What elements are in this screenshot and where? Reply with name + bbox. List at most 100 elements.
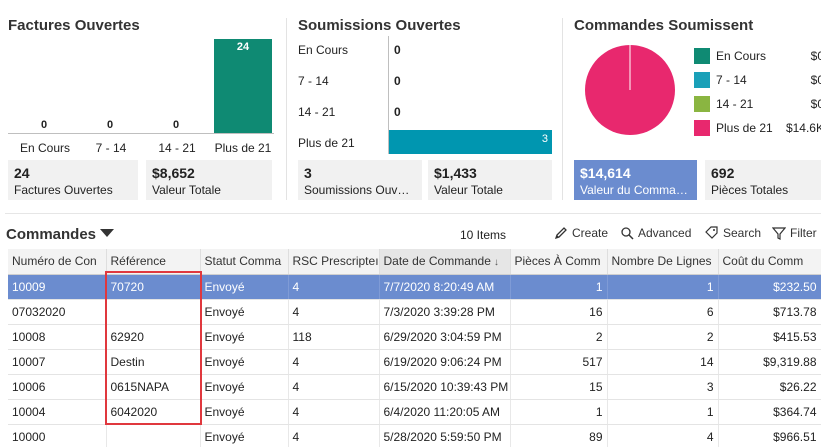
column-header-pieces[interactable]: Pièces À Comm [510, 249, 608, 275]
column-header-reference[interactable]: Référence [106, 249, 201, 275]
legend-swatch [694, 120, 710, 136]
table-cell: 6/29/2020 3:04:59 PM [379, 324, 511, 350]
pieces-total-tile[interactable]: 692 Pièces Totales [705, 160, 821, 200]
table-cell: 15 [510, 374, 608, 400]
table-cell: 1 [607, 274, 719, 300]
table-cell: 2 [510, 324, 608, 350]
table-cell: 70720 [106, 274, 201, 300]
legend-item[interactable]: 14 - 21 $0 [694, 96, 821, 112]
legend-label: 14 - 21 [716, 97, 754, 111]
table-cell: 6/19/2020 9:06:24 PM [379, 349, 511, 375]
factures-value-tile[interactable]: $8,652 Valeur Totale [146, 160, 272, 200]
legend-swatch [694, 72, 710, 88]
filter-icon [771, 227, 787, 240]
commandes-value-tile[interactable]: $14,614 Valeur du Commande [574, 160, 697, 200]
soumissions-axis-line [388, 36, 389, 154]
factures-bar-label: 0 [106, 119, 114, 131]
soumissions-bar[interactable]: 3 [388, 130, 552, 154]
table-cell: Envoyé [200, 374, 289, 400]
table-row[interactable]: 10000 Envoyé 4 5/28/2020 5:59:50 PM 89 4 $966.… [8, 424, 821, 447]
factures-category-label: En Cours [19, 141, 71, 155]
table-row[interactable]: 10009 70720 Envoyé 4 7/7/2020 8:20:49 AM 1 1 $2… [8, 274, 821, 300]
factures-category-label: 7 - 14 [95, 141, 127, 155]
create-button[interactable]: Create [554, 226, 608, 240]
search-button[interactable]: Search [705, 226, 761, 240]
soumissions-count-value: 3 [304, 165, 312, 181]
table-cell: 1 [510, 274, 608, 300]
table-cell: 2 [607, 324, 719, 350]
table-row[interactable]: 10006 0615NAPA Envoyé 4 6/15/2020 10:39:43 P… [8, 374, 821, 400]
filter-button[interactable]: Filter [771, 226, 817, 240]
section-divider [5, 213, 821, 214]
table-cell: $9,319.88 [718, 349, 821, 375]
factures-bar[interactable]: 24 [214, 39, 272, 133]
table-cell: $966.51 [718, 424, 821, 447]
tag-icon [705, 226, 718, 239]
pencil-icon [554, 227, 567, 240]
factures-count-label: Factures Ouvertes [14, 183, 113, 197]
commandes-dropdown[interactable]: Commandes [6, 226, 115, 243]
factures-title: Factures Ouvertes [8, 17, 140, 34]
commandes-pie-chart [585, 45, 675, 135]
column-header-statut[interactable]: Statut Comma [200, 249, 289, 275]
legend-item[interactable]: En Cours $0 [694, 48, 821, 64]
commandes-value-label: Valeur du Commande [580, 183, 691, 197]
soumissions-count-tile[interactable]: 3 Soumissions Ouvert... [298, 160, 422, 200]
table-cell: 07032020 [8, 299, 107, 325]
factures-category-label: Plus de 21 [214, 141, 272, 155]
advanced-label: Advanced [638, 226, 692, 240]
create-label: Create [572, 226, 609, 240]
soumissions-category-label: 7 - 14 [298, 74, 329, 88]
filter-label: Filter [790, 226, 817, 240]
table-cell: 6/15/2020 10:39:43 PM [379, 374, 511, 400]
legend-label: En Cours [716, 49, 767, 63]
soumissions-category-label: En Cours [298, 43, 349, 57]
column-header-numero[interactable]: Numéro de Con [8, 249, 107, 275]
table-cell: 0615NAPA [106, 374, 201, 400]
soumissions-value-value: $1,433 [434, 165, 477, 181]
table-row[interactable]: 07032020 Envoyé 4 7/3/2020 3:39:28 PM 16 6 $71… [8, 299, 821, 325]
table-cell: $26.22 [718, 374, 821, 400]
table-cell: $364.74 [718, 399, 821, 425]
factures-bar-label: 24 [236, 41, 250, 53]
soumissions-value-tile[interactable]: $1,433 Valeur Totale [428, 160, 552, 200]
table-cell: 4 [288, 299, 380, 325]
soumissions-title: Soumissions Ouvertes [298, 17, 461, 34]
items-count: 10 Items [460, 228, 507, 242]
table-row[interactable]: 10007 Destin Envoyé 4 6/19/2020 9:06:24 PM 51… [8, 349, 821, 375]
table-cell: 4 [288, 374, 380, 400]
legend-item[interactable]: Plus de 21 $14.6K [694, 120, 821, 136]
table-cell: 517 [510, 349, 608, 375]
soumissions-value-label: Valeur Totale [434, 183, 503, 197]
table-cell: 118 [288, 324, 380, 350]
table-cell: 10009 [8, 274, 107, 300]
pieces-total-value: 692 [711, 165, 735, 181]
table-cell: 10000 [8, 424, 107, 447]
table-cell: 4 [288, 424, 380, 447]
legend-item[interactable]: 7 - 14 $0 [694, 72, 821, 88]
legend-swatch [694, 48, 710, 64]
table-row[interactable]: 10008 62920 Envoyé 118 6/29/2020 3:04:59 PM 2… [8, 324, 821, 350]
table-cell: 3 [607, 374, 719, 400]
factures-axis-line [8, 133, 274, 134]
column-header-cout[interactable]: Coût du Comm [718, 249, 821, 275]
column-header-date[interactable]: Date de Commande ↓ [379, 249, 511, 275]
column-header-rsc[interactable]: RSC Prescripteı [288, 249, 380, 275]
table-cell: 4 [288, 274, 380, 300]
column-header-lignes[interactable]: Nombre De Lignes [607, 249, 719, 275]
legend-value: $0 [810, 97, 821, 111]
factures-count-value: 24 [14, 165, 30, 181]
legend-label: 7 - 14 [716, 73, 747, 87]
commandes-chart-title: Commandes Soumissent [574, 17, 754, 34]
advanced-button[interactable]: Advanced [620, 226, 691, 240]
table-cell: Destin [106, 349, 201, 375]
panel-divider [562, 18, 563, 200]
table-cell: 4 [288, 399, 380, 425]
table-cell: 1 [607, 399, 719, 425]
factures-count-tile[interactable]: 24 Factures Ouvertes [8, 160, 138, 200]
table-row[interactable]: 10004 6042020 Envoyé 4 6/4/2020 11:20:05 AM 1… [8, 399, 821, 425]
legend-value: $14.6K [785, 121, 821, 135]
column-header-date-label: Date de Commande [383, 254, 491, 269]
soumissions-bar-label: 3 [541, 133, 548, 145]
soumissions-count-label: Soumissions Ouvert... [304, 183, 416, 197]
